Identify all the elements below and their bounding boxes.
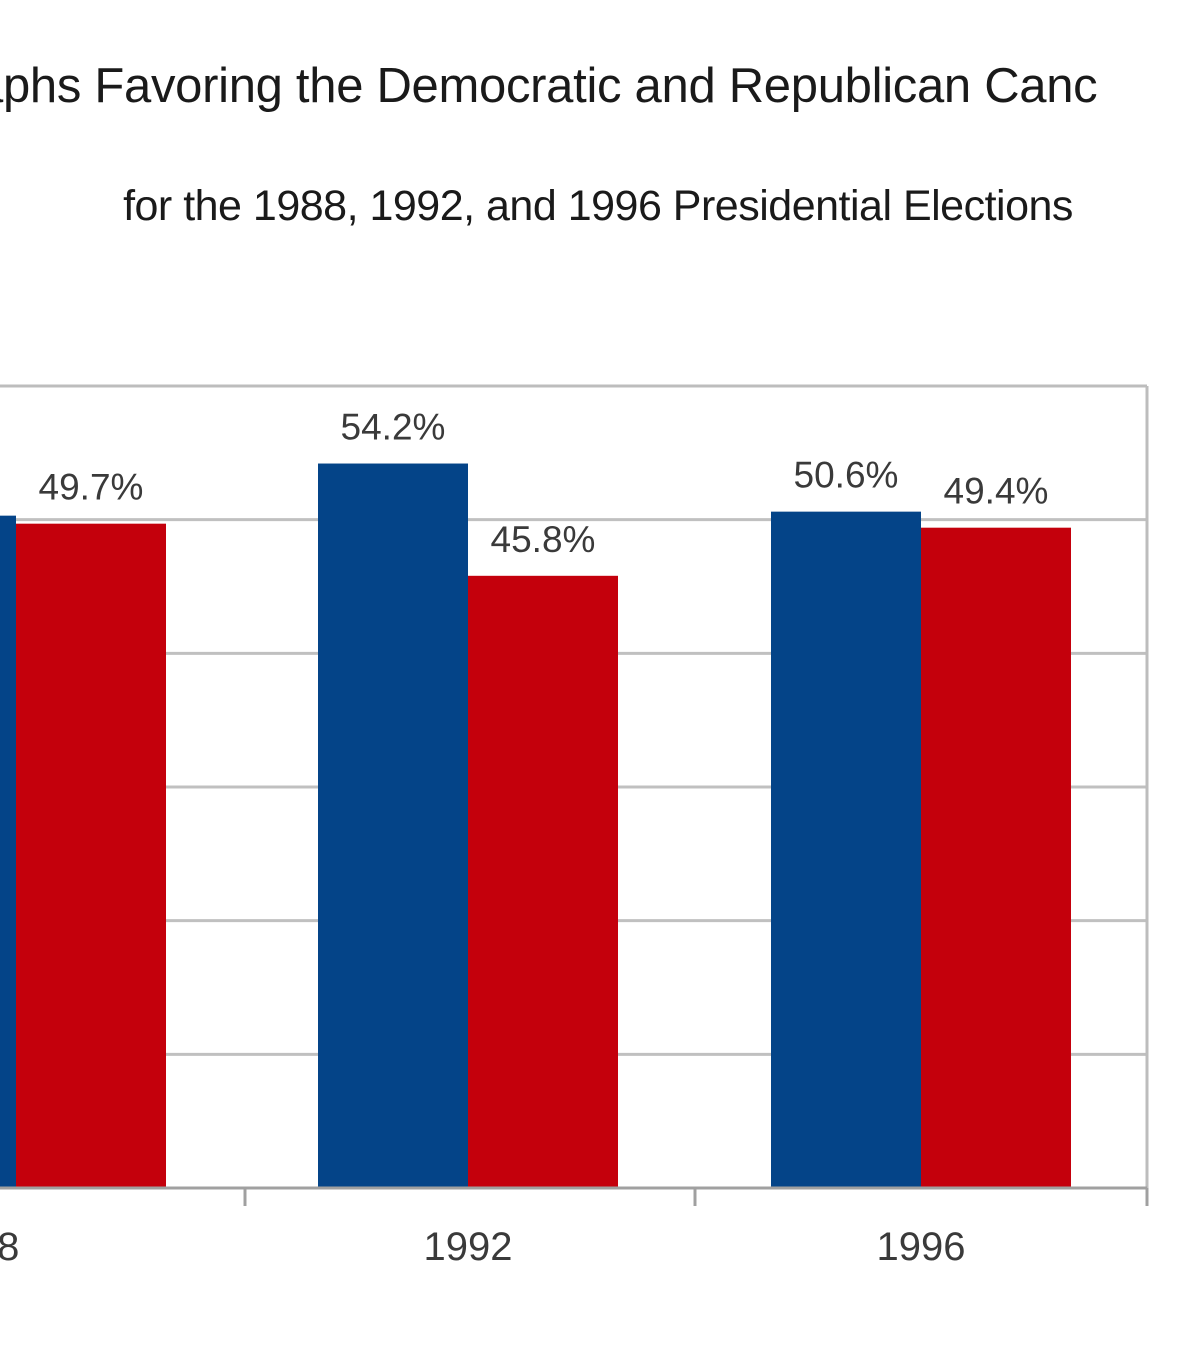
bars <box>0 463 1071 1188</box>
data-label: 49.4% <box>944 471 1049 512</box>
republican-bar-1992 <box>468 575 618 1188</box>
data-label: 45.8% <box>491 519 596 560</box>
x-axis-ticks <box>243 1188 1149 1206</box>
data-label: 49.7% <box>39 467 144 508</box>
data-label: 54.2% <box>341 407 446 448</box>
data-labels: 54.2% 50.6% 49.7% 45.8% 49.4% <box>39 407 1049 560</box>
republican-bar-988 <box>16 523 166 1188</box>
democratic-bar-988 <box>0 515 16 1188</box>
data-label: 50.6% <box>794 455 899 496</box>
x-tick-labels: 988 1992 1996 <box>0 1225 965 1269</box>
x-tick-label: 988 <box>0 1225 19 1269</box>
republican-bar-1996 <box>921 527 1071 1188</box>
democratic-bar-1996 <box>771 511 921 1188</box>
x-tick-label: 1992 <box>424 1225 513 1269</box>
chart-title: aphs Favoring the Democratic and Republi… <box>0 59 1098 113</box>
democratic-bar-1992 <box>318 463 468 1188</box>
chart-subtitle: for the 1988, 1992, and 1996 Presidentia… <box>123 182 1073 230</box>
x-tick-label: 1996 <box>877 1225 966 1269</box>
